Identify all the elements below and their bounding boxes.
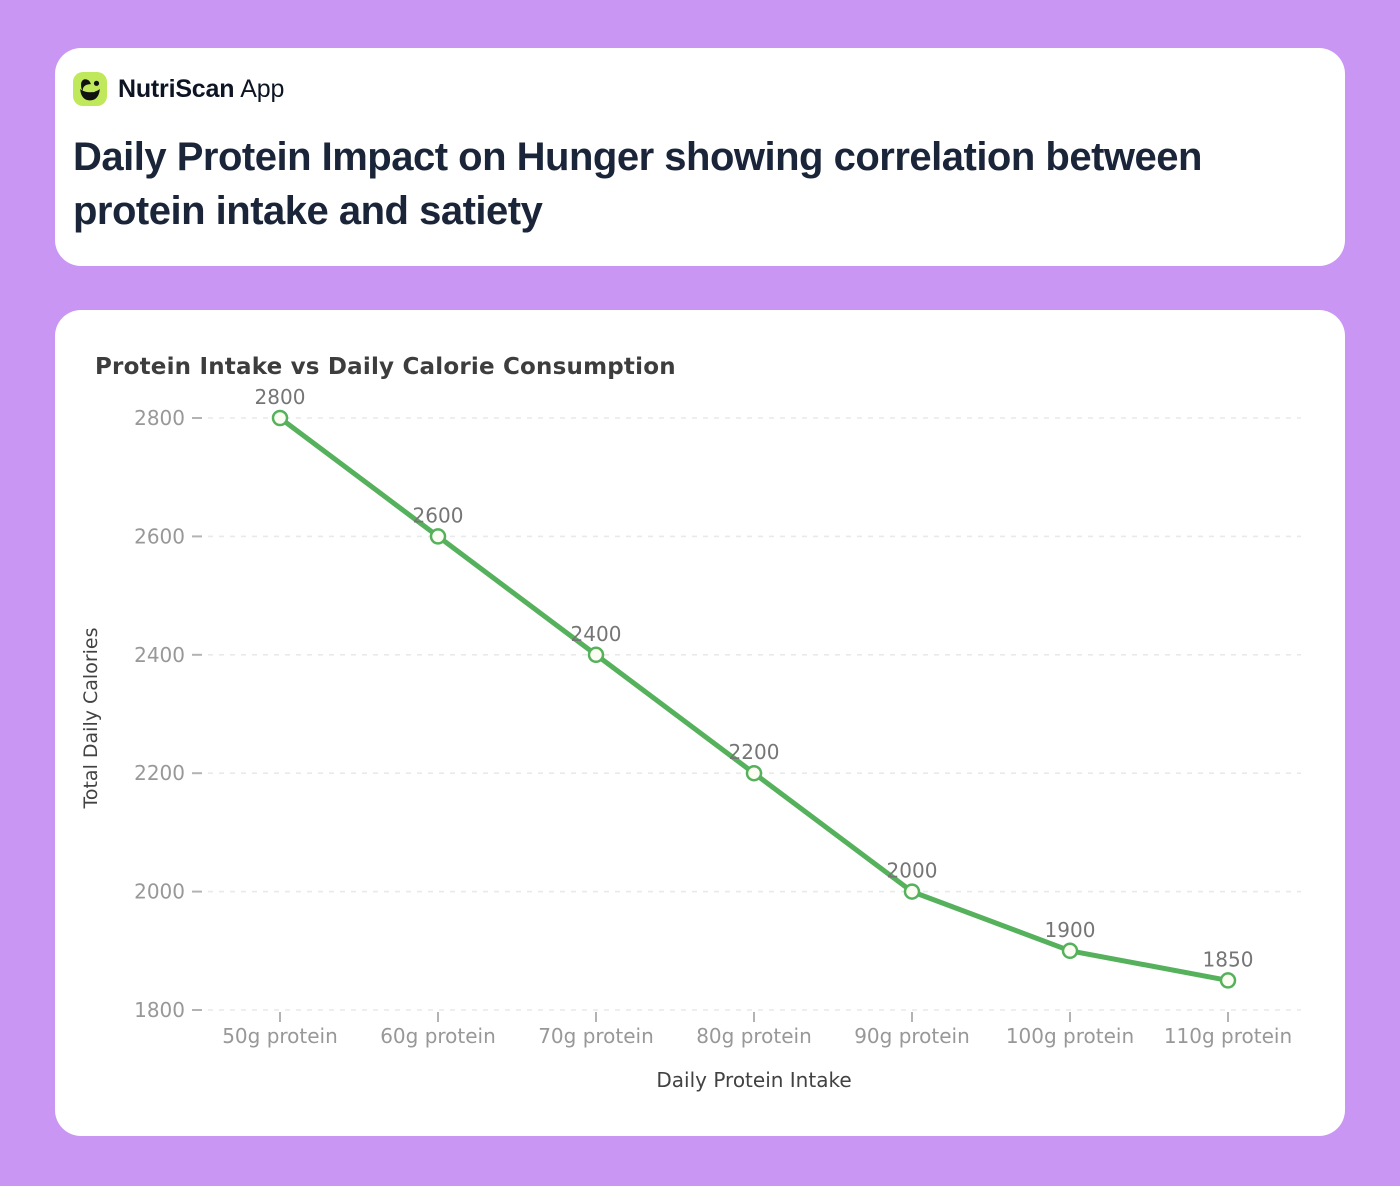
y-tick-label: 2000 [134, 880, 185, 904]
chart-title: Protein Intake vs Daily Calorie Consumpt… [95, 354, 676, 380]
x-tick-label: 80g protein [696, 1024, 812, 1048]
data-point [271, 409, 289, 427]
data-point-label: 2000 [887, 859, 938, 883]
x-tick-label: 90g protein [854, 1024, 970, 1048]
data-point [587, 646, 605, 664]
data-point-label: 2400 [571, 622, 622, 646]
x-tick-label: 110g protein [1164, 1024, 1292, 1048]
data-point-label: 1850 [1203, 947, 1254, 971]
y-tick-label: 1800 [134, 998, 185, 1022]
data-point-label: 2600 [413, 503, 464, 527]
y-tick-label: 2400 [134, 643, 185, 667]
y-tick-label: 2600 [134, 524, 185, 548]
data-point-label: 2800 [255, 385, 306, 409]
x-axis-title: Daily Protein Intake [656, 1068, 851, 1092]
x-tick-label: 70g protein [538, 1024, 654, 1048]
brand-name-bold: NutriScan [118, 74, 235, 103]
header-card: NutriScan App Daily Protein Impact on Hun… [55, 48, 1345, 266]
y-tick-label: 2200 [134, 761, 185, 785]
y-tick-label: 2800 [134, 406, 185, 430]
series-line [277, 415, 1231, 983]
data-point [903, 883, 921, 900]
line-chart: 1800 2000 2200 2400 2600 2800 50g protein 60g p… [80, 385, 1301, 1092]
brand-name-light: App [240, 74, 285, 103]
page-title: Daily Protein Impact on Hunger showing c… [73, 135, 1202, 233]
x-tick-label: 50g protein [222, 1024, 338, 1048]
brand-row: NutriScan App [73, 72, 1327, 106]
data-point [429, 528, 447, 545]
leaf-berry-icon [80, 79, 100, 101]
chart-card: 1800 2000 2200 2400 2600 2800 50g protein 60g p… [55, 310, 1345, 1136]
y-axis-title: Total Daily Calories [80, 627, 102, 809]
data-point-label: 1900 [1045, 918, 1096, 942]
x-tick-label: 100g protein [1006, 1024, 1134, 1048]
brand-name: NutriScan App [118, 75, 284, 104]
x-tick-label: 60g protein [380, 1024, 496, 1048]
data-point [745, 764, 763, 782]
nutriscan-logo [73, 72, 107, 106]
data-point-label: 2200 [729, 740, 780, 764]
data-point [1219, 972, 1237, 989]
data-point [1061, 942, 1079, 960]
